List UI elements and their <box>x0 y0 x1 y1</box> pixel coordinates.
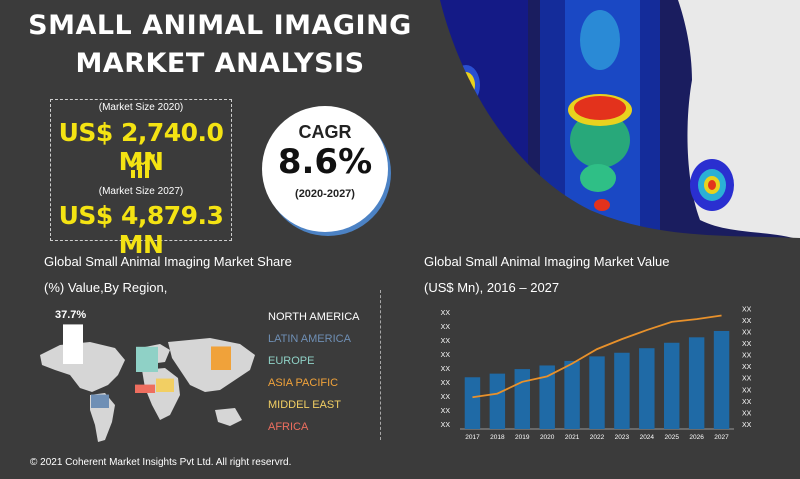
market-size-box: (Market Size 2020) US$ 2,740.0 MN (Marke… <box>50 99 232 259</box>
x-tick-label: 2020 <box>540 434 555 441</box>
x-tick-label: 2018 <box>490 434 505 441</box>
x-tick-label: 2024 <box>640 434 655 441</box>
y-tick-label: XX <box>441 324 451 331</box>
world-map <box>40 324 255 442</box>
y-tick-label: XX <box>441 394 451 401</box>
x-tick-label: 2021 <box>565 434 580 441</box>
legend-item: LATIN AMERICA <box>268 333 351 345</box>
market-size-2027-value: US$ 4,879.3 MN <box>58 201 224 259</box>
region-share-marker <box>63 324 83 364</box>
bar <box>589 356 605 429</box>
legend-item: ASIA PACIFIC <box>268 377 339 389</box>
y2-tick-label: XX <box>742 329 752 336</box>
y-tick-label: XX <box>441 352 451 359</box>
imaging-photo <box>430 0 800 245</box>
y2-tick-label: XX <box>742 422 752 429</box>
cagr-value: 8.6% <box>277 142 373 182</box>
cagr-period: (2020-2027) <box>295 188 355 200</box>
growth-chart-icon <box>130 154 155 178</box>
y-tick-label: XX <box>441 422 451 429</box>
legend-item: EUROPE <box>268 355 315 367</box>
market-value-chart: XX XX XX XX XX XX XX XX XX XX XX XX XX XX XX XX XX XX XX XX… <box>441 306 752 441</box>
bar <box>664 342 680 429</box>
x-tick-label: 2025 <box>664 434 679 441</box>
y2-tick-label: XX <box>742 341 752 348</box>
y2-tick-label: XX <box>742 306 752 313</box>
x-tick-label: 2022 <box>590 434 605 441</box>
y2-tick-label: XX <box>742 387 752 394</box>
y-tick-label: XX <box>441 338 451 345</box>
bar <box>639 348 655 429</box>
region-share-marker <box>135 384 155 393</box>
bar <box>489 373 506 429</box>
north-america-share-label: 37.7% <box>55 309 87 321</box>
bar <box>539 365 555 429</box>
bar <box>564 360 580 429</box>
region-legend: NORTH AMERICA LATIN AMERICA EUROPE ASIA PAC… <box>268 306 378 438</box>
bar <box>713 330 730 429</box>
legend-item: AFRICA <box>268 421 309 433</box>
y2-tick-label: XX <box>742 318 752 325</box>
y-tick-label: XX <box>441 408 451 415</box>
x-tick-label: 2027 <box>714 434 729 441</box>
x-tick-label: 2023 <box>615 434 630 441</box>
title-line-1: SMALL ANIMAL IMAGING <box>28 10 412 41</box>
legend-item: NORTH AMERICA <box>268 311 360 323</box>
bar <box>514 369 530 429</box>
legend-item: MIDDEL EAST <box>268 399 341 411</box>
x-tick-label: 2019 <box>515 434 530 441</box>
region-share-marker <box>211 346 231 370</box>
x-tick-label: 2017 <box>465 434 480 441</box>
y2-tick-label: XX <box>742 399 752 406</box>
y-tick-label: XX <box>441 380 451 387</box>
y-tick-label: XX <box>441 366 451 373</box>
map-chart-title-line-2: (%) Value,By Region, <box>44 280 168 295</box>
section-divider <box>380 290 381 440</box>
y2-tick-label: XX <box>742 376 752 383</box>
y2-tick-label: XX <box>742 410 752 417</box>
x-tick-label: 2026 <box>689 434 704 441</box>
y2-tick-label: XX <box>742 364 752 371</box>
bar <box>614 352 630 429</box>
trend-line <box>472 314 722 399</box>
bar <box>688 337 705 429</box>
region-share-marker <box>136 346 158 372</box>
copyright-text: © 2021 Coherent Market Insights Pvt Ltd.… <box>30 457 292 468</box>
bar-chart-title-line-2: (US$ Mn), 2016 – 2027 <box>424 280 560 295</box>
y2-tick-label: XX <box>742 353 752 360</box>
cagr-badge: CAGR 8.6% (2020-2027) <box>262 106 388 232</box>
region-share-marker <box>156 378 174 392</box>
y-tick-label: XX <box>441 310 451 317</box>
market-size-2020-caption: (Market Size 2020) <box>98 102 184 113</box>
bar-chart-title-line-1: Global Small Animal Imaging Market Value <box>424 254 670 269</box>
map-chart-title-line-1: Global Small Animal Imaging Market Share <box>44 254 292 269</box>
market-size-2027-caption: (Market Size 2027) <box>98 186 184 197</box>
cagr-label: CAGR <box>298 122 352 142</box>
region-share-marker <box>91 394 109 408</box>
bar <box>464 377 481 429</box>
title-line-2: MARKET ANALYSIS <box>75 48 365 79</box>
